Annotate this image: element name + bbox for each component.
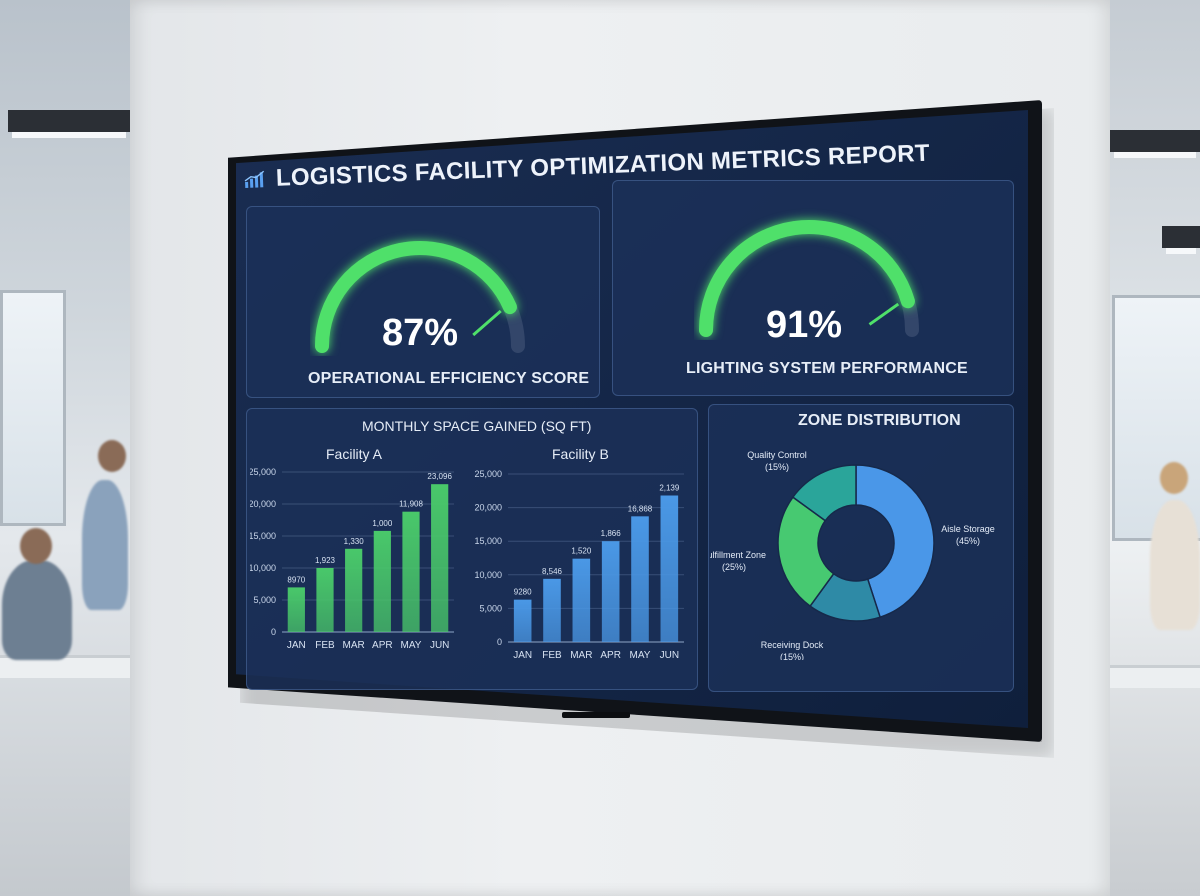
donut-percent-label: (25%): [722, 562, 746, 572]
facility-b-category-label: APR: [600, 650, 621, 661]
blurred-person-head: [1160, 462, 1188, 494]
facility-a-bar-feb: [316, 568, 334, 632]
facility-b-ytick-label: 0: [497, 637, 502, 647]
facility-a-bar-jun: [431, 484, 449, 632]
facility-b-ytick-label: 10,000: [474, 570, 502, 580]
facility-b-bar-jun: [660, 495, 679, 642]
facility-b-data-label: 9280: [514, 588, 532, 597]
ceiling-light: [1110, 130, 1200, 152]
facility-a-bar-mar: [345, 548, 363, 632]
lighting-performance-value: 91%: [766, 304, 843, 346]
office-window: [0, 290, 66, 526]
donut-percent-label: (45%): [956, 536, 980, 546]
facility-a-category-label: MAR: [343, 640, 365, 651]
facility-b-category-label: MAR: [570, 650, 592, 661]
facility-b-data-label: 8,546: [542, 567, 563, 576]
donut-slice-quality-control: [791, 464, 857, 522]
zone-distribution-panel: [708, 404, 1014, 692]
donut-percent-label: (15%): [765, 462, 789, 472]
facility-b-bar-chart: 0 5,000 10,000 15,000 20,000 25,000 9280 JAN 8,5…: [474, 469, 684, 661]
facility-a-ytick-label: 15,000: [250, 531, 276, 541]
facility-b-category-label: FEB: [542, 650, 562, 661]
facility-b-data-label: 16,868: [628, 504, 653, 513]
facility-b-bar-jan: [513, 599, 532, 642]
facility-b-bar-mar: [572, 558, 591, 642]
facility-b-ytick-label: 25,000: [474, 469, 502, 479]
donut-slice-aisle-storage: [855, 464, 935, 619]
facility-a-bar-may: [402, 511, 420, 632]
zone-distribution-title: ZONE DISTRIBUTION: [798, 412, 961, 429]
space-gained-panel: [246, 408, 698, 690]
dashboard-header: LOGISTICS FACILITY OPTIMIZATION METRICS …: [243, 140, 930, 194]
facility-a-ytick-label: 10,000: [250, 563, 276, 573]
facility-b-data-label: 1,520: [571, 547, 592, 556]
facility-a-bar-apr: [373, 530, 391, 632]
facility-a-data-label: 11,908: [399, 500, 423, 509]
lighting-gauge: [699, 220, 919, 337]
facility-a-data-label: 1,000: [372, 519, 393, 528]
facility-b-bar-apr: [601, 541, 620, 642]
facility-b-category-label: MAY: [630, 650, 651, 661]
facility-b-ytick-label: 5,000: [479, 603, 502, 613]
office-desk: [1110, 665, 1200, 688]
facility-a-ytick-label: 20,000: [250, 499, 276, 509]
donut-percent-label: (15%): [780, 652, 804, 660]
facility-a-data-label: 23,096: [427, 472, 452, 481]
ceiling-light: [1162, 226, 1200, 248]
facility-a-category-label: JUN: [430, 640, 449, 651]
efficiency-score-label: OPERATIONAL EFFICIENCY SCORE: [308, 370, 590, 387]
bar-chart-icon: [244, 170, 265, 188]
facility-a-category-label: JAN: [287, 640, 306, 651]
facility-a-ytick-label: 0: [271, 627, 276, 637]
facility-a-ytick-label: 5,000: [253, 595, 276, 605]
facility-b-category-label: JUN: [660, 650, 679, 661]
facility-b-ytick-label: 20,000: [474, 503, 502, 513]
tv-mount-nub: [562, 712, 630, 718]
facility-b-bar-may: [631, 516, 649, 642]
facility-b-data-label: 2,139: [659, 484, 680, 493]
facility-a-category-label: FEB: [315, 640, 335, 651]
blurred-person-head: [20, 528, 52, 564]
efficiency-score-value: 87%: [382, 312, 459, 354]
facility-b-category-label: JAN: [513, 650, 532, 661]
donut-label: Quality Control: [747, 450, 807, 460]
facility-b-title: Facility B: [552, 446, 609, 462]
blurred-person: [82, 480, 128, 610]
facility-a-data-label: 1,330: [344, 537, 365, 546]
blurred-person: [2, 560, 72, 660]
facility-a-ytick-label: 25,000: [250, 467, 276, 477]
office-window: [1112, 295, 1200, 541]
facility-b-ytick-label: 15,000: [474, 536, 502, 546]
facility-a-bar-chart: 0 5,000 10,000 15,000 20,000 25,000 8970 JAN 1,9…: [250, 467, 454, 651]
lighting-gauge-panel: [612, 180, 1014, 396]
donut-label: Fulfillment Zone: [710, 550, 766, 560]
facility-a-category-label: MAY: [401, 640, 422, 651]
zone-distribution-donut: Aisle Storage (45%) Receiving Dock (15%) Ful…: [710, 450, 995, 660]
facility-a-title: Facility A: [326, 446, 383, 462]
facility-a-bar-jan: [287, 587, 305, 632]
donut-label: Receiving Dock: [761, 640, 824, 650]
facility-b-data-label: 1,866: [601, 529, 622, 538]
efficiency-gauge-panel: [246, 206, 600, 398]
donut-slice-fulfillment-zone: [777, 496, 835, 608]
blurred-person-head: [98, 440, 126, 472]
lighting-performance-label: LIGHTING SYSTEM PERFORMANCE: [686, 360, 968, 377]
space-gained-title: MONTHLY SPACE GAINED (SQ FT): [362, 418, 592, 434]
ceiling-light: [8, 110, 130, 132]
blurred-person: [1150, 500, 1200, 630]
facility-a-category-label: APR: [372, 640, 393, 651]
donut-label: Aisle Storage: [941, 524, 995, 534]
efficiency-gauge: [315, 241, 525, 353]
facility-a-data-label: 8970: [287, 575, 305, 584]
facility-b-bar-feb: [543, 578, 561, 642]
facility-a-data-label: 1,923: [315, 556, 336, 565]
